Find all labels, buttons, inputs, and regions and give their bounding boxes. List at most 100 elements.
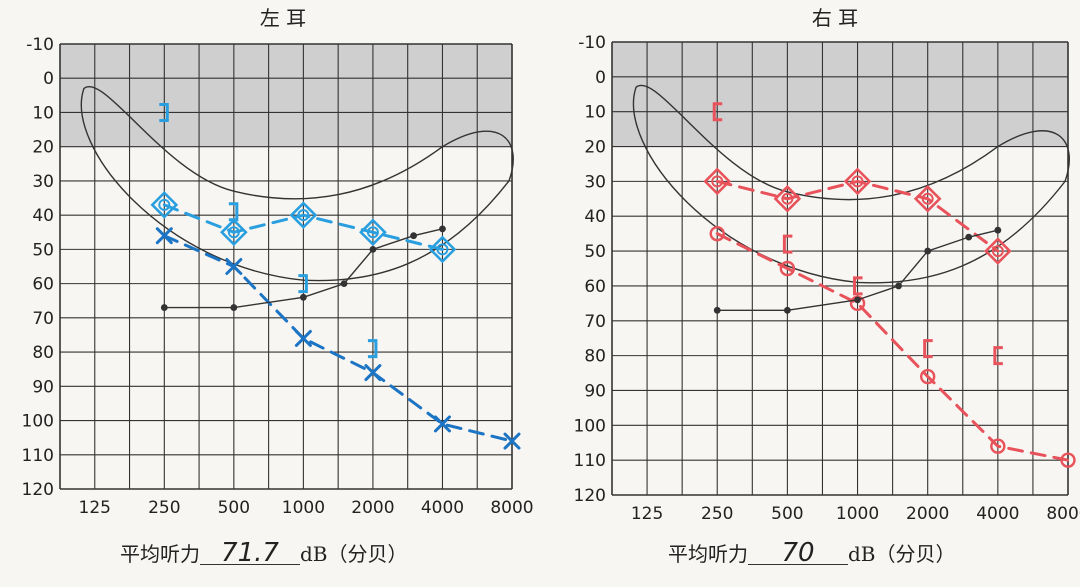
data-point-x: [294, 329, 312, 347]
x-tick-label: 8000: [1046, 504, 1080, 524]
series-line: [162, 234, 514, 443]
y-tick-label: 0: [595, 68, 606, 88]
data-point-diamond: [913, 184, 942, 213]
x-tick-label: 2000: [351, 498, 394, 518]
data-point-dot: [340, 280, 348, 288]
data-point-diamond: [984, 237, 1012, 265]
y-tick-label: 120: [574, 486, 606, 506]
data-point-dot: [410, 232, 418, 240]
y-tick-label: 100: [574, 416, 606, 436]
left-average-value: 71.7: [200, 540, 300, 566]
data-point-diamond-center: [436, 243, 449, 256]
data-point-x: [433, 415, 451, 433]
y-tick-label: 110: [22, 446, 54, 466]
series-line: [715, 232, 1070, 462]
data-point-bracket: [228, 202, 239, 222]
data-point-x: [364, 364, 382, 382]
x-tick-label: 4000: [421, 498, 464, 518]
data-point-dot: [965, 233, 973, 241]
data-point-dot: [369, 245, 377, 253]
y-tick-label: 90: [584, 381, 606, 401]
right-ear-chart: 右 耳 -10 0 10 20 30 40 50 60 70 80 90 100 110 120 125 250…: [574, 6, 1080, 524]
y-tick-label: 50: [32, 240, 54, 260]
data-point-diamond-center: [297, 209, 310, 222]
x-tick-label: 4000: [976, 504, 1019, 524]
y-tick-label: 10: [32, 103, 54, 123]
data-point-dot: [439, 225, 446, 233]
data-point-diamond: [220, 218, 248, 247]
normal-range-band: [60, 44, 512, 147]
data-point-diamond: [289, 201, 318, 229]
data-point-diamond-center: [366, 226, 379, 239]
data-point-bracket: [298, 274, 308, 294]
data-point-bracket: [712, 102, 723, 122]
x-tick-label: 250: [701, 504, 733, 524]
x-tick-label: 2000: [906, 504, 949, 524]
left-average-label: 平均听力: [120, 542, 200, 566]
y-tick-label: 80: [584, 347, 606, 367]
left-average-unit: dB（分贝）: [300, 542, 408, 566]
left-ear-title: 左 耳: [260, 6, 306, 30]
y-tick-label: 40: [32, 206, 54, 226]
x-tick-label: 1000: [836, 504, 879, 524]
data-point-dot: [299, 293, 307, 301]
left-ear-chart: 左 耳 -10 0 10 20 30 40 50 60 70 80 90 100 110 120 125 250…: [22, 6, 534, 518]
data-point-circle: [779, 260, 796, 277]
y-tick-label: 10: [584, 103, 606, 123]
y-tick-label: 30: [32, 172, 54, 192]
y-tick-label: 20: [32, 138, 54, 158]
data-point-circle: [919, 368, 936, 385]
y-tick-label: 30: [584, 172, 606, 192]
y-tick-label: 80: [32, 343, 54, 363]
x-tick-label: 125: [631, 504, 663, 524]
x-tick-label: 125: [79, 498, 111, 518]
data-point-dot: [783, 306, 791, 314]
y-tick-label: 70: [32, 309, 54, 329]
right-ear-title: 右 耳: [812, 6, 858, 30]
data-point-diamond-center: [227, 226, 240, 239]
data-point-diamond: [150, 191, 179, 219]
y-tick-label: -10: [26, 35, 54, 55]
data-point-diamond-center: [921, 192, 934, 205]
x-tick-label: 250: [148, 498, 180, 518]
data-point-diamond: [843, 167, 872, 196]
y-tick-label: 90: [32, 377, 54, 397]
y-tick-label: 100: [22, 412, 54, 432]
data-point-x: [155, 227, 173, 245]
data-point-bracket: [159, 102, 169, 122]
data-point-bracket: [367, 339, 378, 359]
y-tick-label: 50: [584, 242, 606, 262]
right-average-label: 平均听力: [668, 542, 748, 566]
x-tick-label: 8000: [490, 498, 533, 518]
series-line: [162, 203, 444, 251]
y-tick-label: 40: [584, 207, 606, 227]
data-point-diamond: [359, 218, 387, 247]
data-point-diamond-center: [711, 175, 724, 188]
data-point-bracket: [993, 346, 1003, 366]
right-ear-average: 平均听力 70 dB（分贝）: [668, 538, 956, 567]
data-point-bracket: [853, 276, 863, 296]
data-point-dot: [895, 282, 902, 290]
x-tick-label: 1000: [282, 498, 325, 518]
y-tick-label: 20: [584, 138, 606, 158]
y-tick-label: 60: [584, 277, 606, 297]
x-tick-label: 500: [218, 498, 250, 518]
right-average-value: 70: [748, 540, 848, 566]
series-line: [715, 179, 1000, 253]
data-point-circle: [709, 225, 725, 242]
data-point-x: [503, 432, 521, 450]
data-point-circle: [1060, 452, 1076, 468]
data-point-diamond: [428, 235, 457, 264]
y-tick-label: 60: [32, 275, 54, 295]
y-tick-label: 120: [22, 480, 54, 500]
speech-banana-outline: [80, 85, 514, 282]
data-point-bracket: [782, 234, 793, 254]
right-average-unit: dB（分贝）: [848, 542, 956, 566]
data-point-bracket: [923, 339, 933, 359]
data-point-diamond: [703, 167, 732, 196]
left-ear-average: 平均听力 71.7 dB（分贝）: [120, 538, 408, 567]
data-point-circle: [990, 438, 1006, 454]
y-tick-label: 0: [43, 69, 54, 89]
